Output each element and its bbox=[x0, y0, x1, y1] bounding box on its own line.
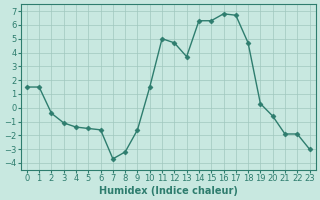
X-axis label: Humidex (Indice chaleur): Humidex (Indice chaleur) bbox=[99, 186, 238, 196]
